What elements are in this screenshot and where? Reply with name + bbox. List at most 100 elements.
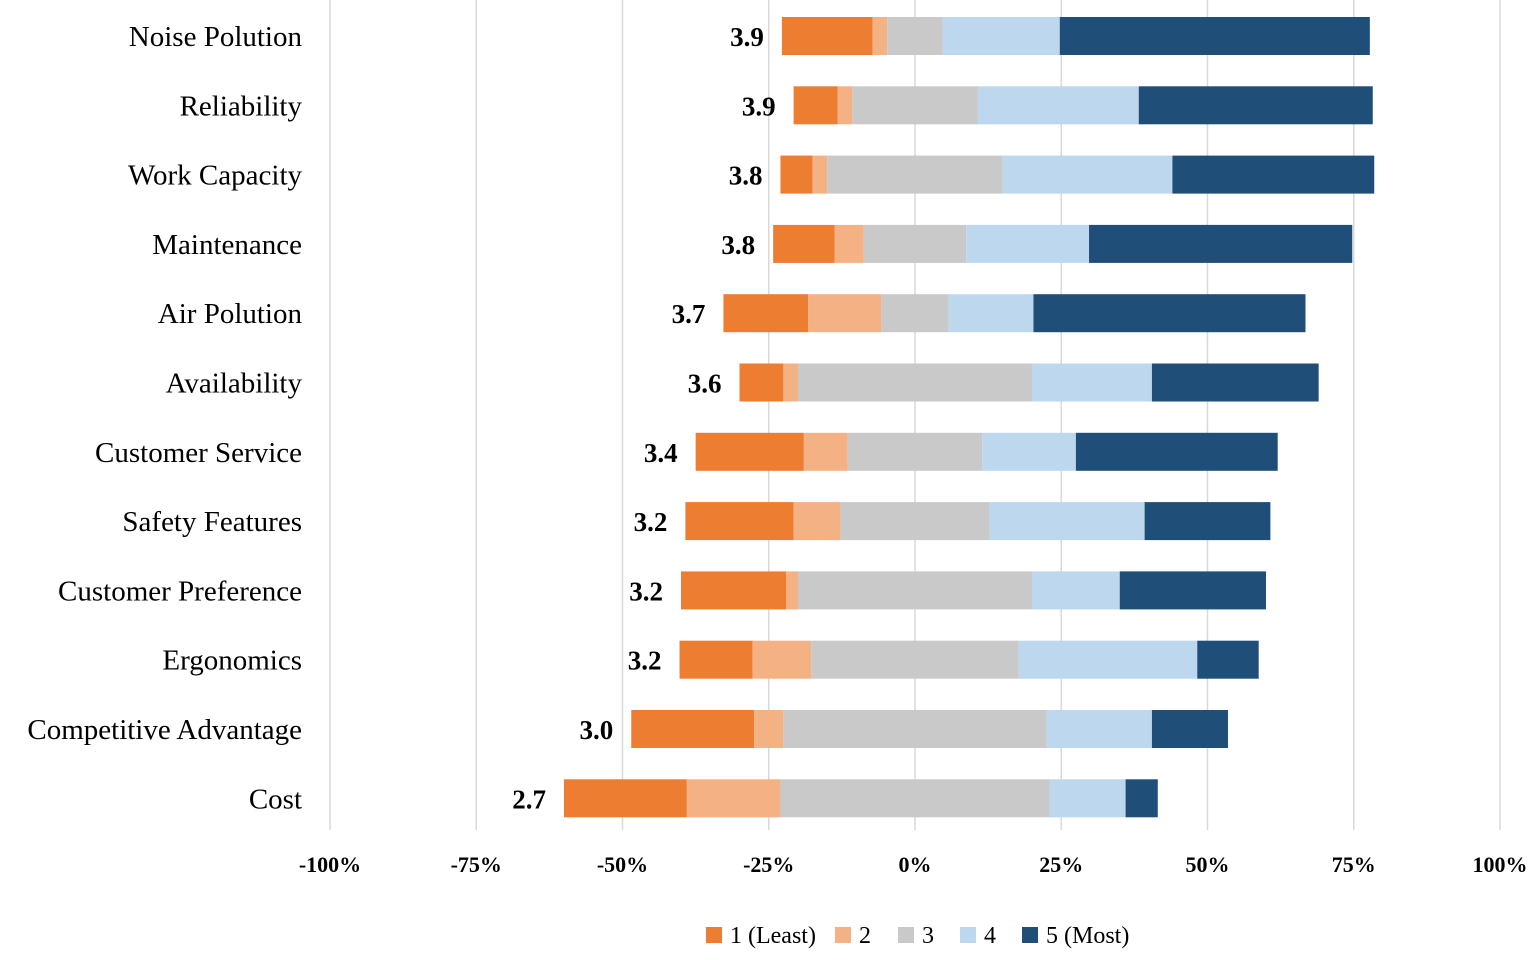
legend-swatch	[1022, 927, 1038, 943]
bar-segment	[1075, 432, 1278, 471]
category-label: Safety Features	[122, 506, 302, 538]
mean-score-label: 3.8	[721, 230, 755, 260]
bar-segment	[798, 571, 1032, 610]
bar-segment	[681, 571, 787, 610]
bar-segment	[811, 640, 1019, 679]
bar-segment	[887, 17, 943, 55]
bar-segment	[1125, 779, 1158, 818]
mean-score-label: 2.7	[512, 784, 546, 814]
bar-segment	[966, 224, 1090, 263]
bar-segment	[781, 17, 873, 55]
bar-segment	[564, 779, 687, 818]
category-label: Customer Service	[95, 437, 302, 469]
x-tick-label: -100%	[299, 852, 361, 877]
bar-segment	[1138, 86, 1373, 125]
category-label: Noise Polution	[129, 21, 303, 53]
legend-swatch	[706, 927, 722, 943]
bar-segment	[803, 432, 848, 471]
bar-segment	[739, 363, 784, 402]
mean-score-label: 3.9	[742, 91, 776, 121]
bar-segment	[798, 363, 1032, 402]
category-label: Competitive Advantage	[27, 714, 302, 746]
legend-label: 2	[859, 923, 871, 949]
bar-segment	[863, 224, 967, 263]
bar-segment	[686, 779, 781, 818]
bar-segment	[793, 502, 841, 541]
bar-segment	[752, 640, 812, 679]
bar-segment	[685, 502, 794, 541]
mean-score-label: 3.8	[729, 161, 763, 191]
mean-score-label: 3.4	[644, 438, 678, 468]
bar-segment	[780, 155, 813, 194]
bar-segment	[783, 363, 798, 402]
bar-segment	[1059, 17, 1370, 55]
legend-label: 4	[984, 923, 996, 949]
bar-segment	[982, 432, 1076, 471]
bar-segment	[631, 710, 755, 748]
bar-segment	[808, 294, 882, 333]
bar-segment	[1049, 779, 1126, 818]
bar-segment	[834, 224, 864, 263]
bar-segment	[1197, 640, 1259, 679]
mean-score-label: 3.2	[629, 576, 663, 606]
bar-segment	[793, 86, 838, 125]
bar-segment	[1046, 710, 1152, 748]
mean-score-label: 3.7	[672, 299, 706, 329]
mean-score-label: 3.2	[628, 646, 662, 676]
x-tick-label: 50%	[1186, 852, 1230, 877]
bar-segment	[1089, 224, 1353, 263]
bar-segment	[942, 17, 1060, 55]
bar-segment	[773, 224, 835, 263]
category-label: Customer Preference	[58, 575, 302, 607]
category-label: Work Capacity	[128, 160, 303, 192]
category-label: Air Polution	[158, 298, 303, 330]
bar-segment	[1151, 363, 1319, 402]
x-tick-label: 0%	[899, 852, 932, 877]
bar-segment	[1032, 571, 1120, 610]
bar-segment	[977, 86, 1139, 125]
bar-segment	[812, 155, 828, 194]
bar-segment	[1018, 640, 1198, 679]
bar-segment	[1151, 710, 1228, 748]
bar-segment	[840, 502, 990, 541]
bar-segment	[783, 710, 1047, 748]
x-tick-label: 25%	[1039, 852, 1083, 877]
legend-label: 5 (Most)	[1046, 923, 1129, 949]
category-label: Ergonomics	[162, 645, 302, 677]
category-label: Availability	[166, 368, 303, 400]
x-tick-label: -25%	[743, 852, 794, 877]
bar-segment	[723, 294, 809, 333]
legend-label: 3	[922, 923, 934, 949]
mean-score-label: 3.6	[688, 369, 722, 399]
legend-swatch	[960, 927, 976, 943]
bar-segment	[780, 779, 1050, 818]
mean-score-label: 3.9	[730, 22, 764, 52]
bar-segment	[1119, 571, 1266, 610]
bar-segment	[679, 640, 753, 679]
bar-segment	[837, 86, 853, 125]
x-tick-label: -50%	[597, 852, 648, 877]
category-label: Reliability	[180, 90, 303, 122]
bar-segment	[827, 155, 1003, 194]
bar-segment	[1002, 155, 1173, 194]
x-tick-label: 75%	[1332, 852, 1376, 877]
bar-segment	[1033, 294, 1306, 333]
legend-swatch	[898, 927, 914, 943]
bar-segment	[852, 86, 978, 125]
bar-segment	[872, 17, 888, 55]
x-tick-label: 100%	[1473, 852, 1528, 877]
bar-segment	[847, 432, 983, 471]
bar-segment	[1032, 363, 1152, 402]
bar-segment	[754, 710, 784, 748]
mean-score-label: 3.2	[634, 507, 668, 537]
legend-swatch	[835, 927, 851, 943]
bar-segment	[948, 294, 1034, 333]
bar-segment	[786, 571, 798, 610]
bar-segment	[1144, 502, 1271, 541]
category-label: Maintenance	[152, 229, 302, 261]
mean-score-label: 3.0	[580, 715, 614, 745]
category-label: Cost	[249, 783, 302, 815]
legend-label: 1 (Least)	[730, 923, 816, 949]
bar-segment	[989, 502, 1145, 541]
